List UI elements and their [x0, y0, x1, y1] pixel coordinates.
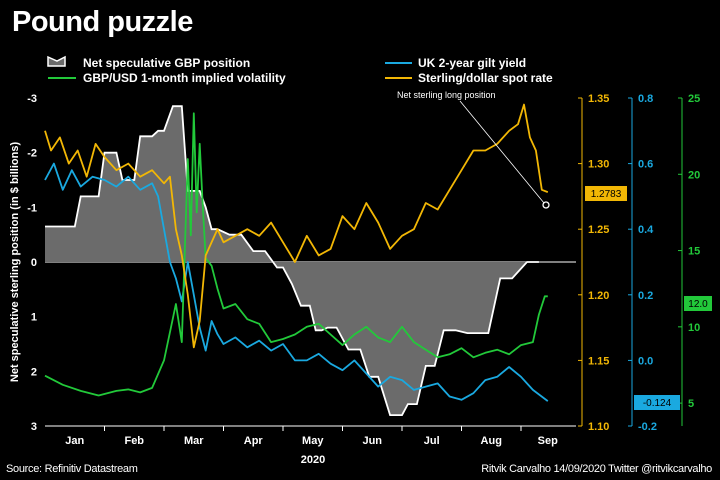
vol-end-label: 12.0 [688, 299, 708, 310]
axis-tick-label: 0.8 [638, 93, 653, 105]
legend-position-label: Net speculative GBP position [83, 56, 250, 70]
spot-end-badge [585, 186, 627, 201]
left-axis-label: Net speculative sterling position (in $ … [9, 142, 21, 383]
legend-spot-label: Sterling/dollar spot rate [418, 71, 553, 85]
series-spot-line [44, 103, 549, 349]
annotation-marker [542, 201, 550, 209]
axis-tick-label: 0.0 [638, 355, 653, 367]
legend-position-swatch [47, 55, 66, 67]
month-axis-ticks: Jan Feb Mar Apr May Jun Jul Aug Sep [65, 426, 558, 447]
series-gilt-line [44, 162, 549, 402]
axis-tick-label: 0.4 [638, 224, 654, 236]
year-label: 2020 [301, 454, 325, 466]
axis-tick-label: 25 [688, 93, 700, 105]
axis-tick-label: 1.25 [588, 224, 609, 236]
gilt-axis-ticks: 0.8 0.6 0.4 0.2 0.0 -0.2 [628, 93, 657, 433]
left-tick-label: 0 [31, 257, 37, 269]
left-tick-label: 3 [31, 421, 37, 433]
spot-end-label: 1.2783 [591, 189, 622, 200]
left-tick-label: -3 [27, 93, 37, 105]
axis-tick-label: 1.20 [588, 290, 609, 302]
source-note: Source: Refinitiv Datastream [6, 463, 138, 475]
legend-vol-label: GBP/USD 1-month implied volatility [83, 71, 286, 85]
annotation-label: Net sterling long position [397, 90, 496, 100]
series-position-line [45, 105, 539, 416]
axis-tick-label: 20 [688, 169, 700, 181]
month-tick-label: Mar [184, 435, 204, 447]
left-tick-label: 2 [31, 366, 37, 378]
month-tick-label: Jan [65, 435, 84, 447]
axis-tick-label: 1.10 [588, 421, 609, 433]
axis-tick-label: 15 [688, 246, 700, 258]
month-tick-label: May [302, 435, 324, 447]
left-tick-label: -1 [27, 202, 37, 214]
gilt-end-badge [634, 395, 680, 410]
legend: Net speculative GBP position GBP/USD 1-m… [47, 55, 553, 85]
month-tick-label: Apr [244, 435, 264, 447]
left-tick-label: 1 [31, 312, 37, 324]
series-vol-line [44, 112, 548, 397]
axis-tick-label: 1.35 [588, 93, 609, 105]
axis-tick-label: 10 [688, 322, 700, 334]
month-tick-label: Aug [481, 435, 502, 447]
legend-gilt-label: UK 2-year gilt yield [418, 56, 526, 70]
month-tick-label: Jun [362, 435, 382, 447]
axis-tick-label: 1.30 [588, 159, 609, 171]
axis-tick-label: -0.2 [638, 421, 657, 433]
chart-title: Pound puzzle [12, 6, 193, 38]
axis-tick-label: 5 [688, 398, 694, 410]
month-tick-label: Sep [538, 435, 558, 447]
spot-axis-ticks: 1.35 1.30 1.25 1.20 1.15 1.10 [578, 93, 609, 433]
annotation-pointer [459, 100, 545, 204]
left-axis-ticks: -3 -2 -1 0 1 2 3 [27, 93, 37, 433]
series-position-area [45, 106, 539, 416]
axis-tick-label: 1.15 [588, 355, 609, 367]
month-tick-label: Feb [124, 435, 144, 447]
credit-note: Ritvik Carvalho 14/09/2020 Twitter @ritv… [481, 463, 712, 475]
left-tick-label: -2 [27, 148, 37, 160]
series-layer [44, 103, 549, 416]
axis-tick-label: 0.2 [638, 290, 653, 302]
axis-tick-label: 0.6 [638, 159, 653, 171]
gilt-end-label: -0.124 [643, 398, 672, 409]
month-tick-label: Jul [424, 435, 440, 447]
vol-end-badge [684, 296, 712, 311]
vol-axis-ticks: 25 20 15 10 5 [678, 93, 700, 410]
